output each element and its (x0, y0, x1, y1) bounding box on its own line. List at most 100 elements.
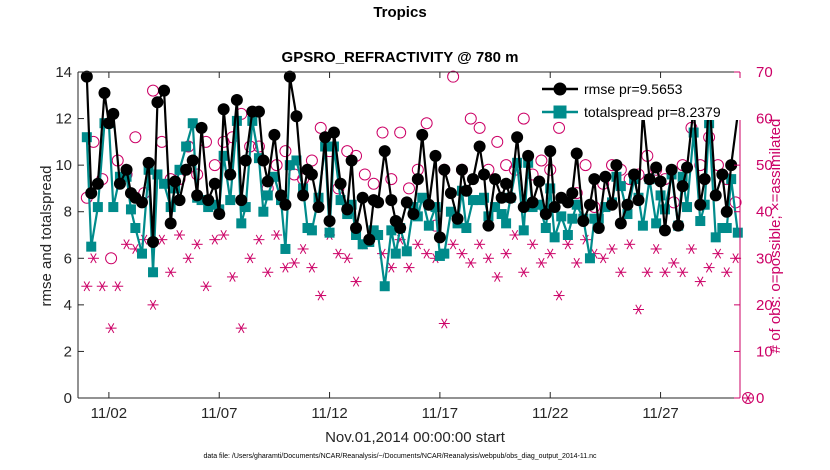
y-right-tick-label: 70 (756, 64, 773, 81)
obs-possible-point (358, 168, 371, 181)
rmse-point (433, 231, 446, 244)
obs-assimilated-point (412, 239, 424, 250)
obs-possible-point (517, 112, 530, 125)
totalspread-point (512, 157, 523, 168)
rmse-point (570, 147, 583, 160)
totalspread-point (655, 190, 666, 201)
obs-assimilated-point (482, 253, 494, 264)
obs-assimilated-point (509, 229, 521, 241)
rmse-point (363, 233, 376, 246)
totalspread-point (92, 202, 103, 213)
rmse-point (135, 196, 148, 209)
obs-assimilated-point (262, 267, 274, 278)
totalspread-point (622, 209, 633, 220)
obs-assimilated-point (253, 234, 265, 245)
rmse-point (588, 173, 601, 186)
obs-assimilated-point (112, 281, 124, 292)
obs-assimilated-point (500, 248, 512, 259)
totalspread-point (125, 204, 136, 215)
obs-possible-point (420, 117, 433, 130)
obs-assimilated-point (677, 267, 689, 278)
right-axis-endpoint-markers (742, 392, 754, 404)
endpoint-possible-marker (742, 392, 754, 404)
obs-assimilated-point (191, 239, 203, 250)
rmse-point (504, 191, 517, 204)
obs-assimilated-point (685, 243, 697, 254)
rmse-point (195, 121, 208, 134)
y-axis-label: rmse and totalspread (38, 166, 55, 307)
obs-possible-point (376, 126, 389, 139)
y-right-tick-label: 60 (756, 111, 773, 128)
totalspread-point (562, 230, 573, 240)
obs-assimilated-point (668, 257, 680, 268)
totalspread-point (324, 227, 335, 238)
rmse-point (407, 208, 420, 221)
obs-assimilated-point (174, 229, 186, 241)
obs-assimilated-point (518, 267, 530, 278)
rmse-point (297, 189, 310, 202)
obs-possible-point (447, 70, 460, 83)
rmse-point (191, 189, 204, 202)
obs-possible-point (403, 182, 415, 195)
obs-assimilated-point (624, 239, 636, 250)
rmse-point (217, 103, 230, 116)
totalspread-point (549, 232, 560, 243)
totalspread-point (262, 190, 273, 201)
obs-assimilated-point (553, 290, 565, 301)
axes (77, 71, 741, 399)
totalspread-point (306, 225, 317, 236)
rmse-point (279, 198, 292, 211)
totalspread-point (148, 267, 159, 278)
obs-possible-point (367, 177, 380, 190)
y-tick-label: 0 (64, 390, 72, 407)
legend-totalspread-label: totalspread pr=8.2379 (584, 104, 721, 120)
obs-assimilated-point (121, 239, 133, 250)
x-tick-label: 11/27 (642, 405, 678, 422)
rmse-point (169, 175, 182, 188)
endpoint-assimilated-marker (743, 393, 753, 403)
rmse-point (98, 86, 111, 99)
rmse-point (489, 173, 502, 186)
totalspread-point (121, 171, 132, 182)
rmse-point (526, 196, 539, 209)
rmse-point (394, 222, 407, 235)
totalspread-point (423, 220, 434, 231)
totalspread-point (461, 223, 472, 234)
totalspread-point (571, 199, 582, 210)
totalspread-point (710, 232, 721, 243)
rmse-point (385, 194, 398, 207)
obs-assimilated-point (147, 299, 159, 310)
obs-assimilated-point (279, 262, 291, 273)
rmse-point (716, 168, 729, 181)
rmse-point (632, 194, 645, 207)
obs-assimilated-point (562, 239, 574, 250)
y-right-axis-label: # of obs: o=possible; ×=assimilated (767, 119, 784, 354)
y-tick-label: 4 (64, 297, 72, 314)
rmse-point (213, 208, 226, 221)
obs-assimilated-point (544, 248, 556, 259)
rmse-point (599, 170, 612, 183)
totalspread-point (430, 202, 441, 213)
chart-title: Tropics (373, 4, 426, 21)
obs-assimilated-point (226, 271, 238, 282)
obs-assimilated-point (712, 248, 724, 259)
obs-assimilated-point (491, 271, 503, 282)
obs-possible-point (129, 131, 142, 144)
rmse-point (482, 219, 495, 232)
obs-assimilated-point (105, 323, 117, 334)
rmse-point (312, 201, 325, 214)
obs-assimilated-point (694, 276, 706, 287)
obs-assimilated-point (200, 281, 212, 292)
totalspread-point (174, 164, 185, 175)
rmse-point (511, 131, 524, 144)
rmse-point (544, 145, 557, 158)
totalspread-point (677, 171, 688, 182)
rmse-point (80, 70, 93, 83)
obs-assimilated-point (465, 257, 477, 268)
obs-assimilated-point (297, 243, 309, 254)
rmse-point (305, 168, 318, 181)
totalspread-point (651, 218, 662, 229)
totalspread-point (379, 281, 390, 292)
y-right-tick-label: 20 (756, 297, 773, 314)
totalspread-point (726, 174, 737, 185)
